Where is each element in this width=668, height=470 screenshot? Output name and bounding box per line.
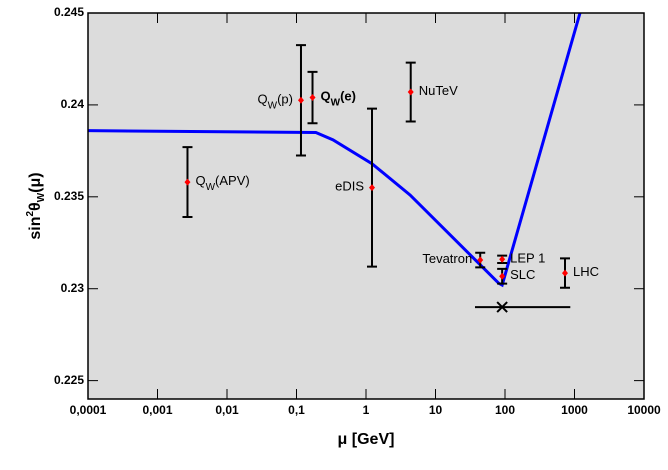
label-part: W — [331, 98, 341, 109]
data-point — [309, 94, 316, 102]
data-point — [499, 255, 506, 263]
x-axis-label: μ [GeV] — [338, 431, 395, 448]
data-point — [407, 88, 414, 96]
scale-marker — [496, 301, 508, 313]
x-tick-label: 0,01 — [215, 403, 239, 417]
y-tick-label: 0.23 — [61, 281, 85, 295]
x-tick-label: 0,001 — [142, 403, 172, 417]
point-label: QW(p) — [258, 92, 293, 112]
label-part: NuTeV — [419, 83, 458, 98]
point-label: SLC — [510, 268, 535, 283]
x-tick-label: 0,1 — [288, 403, 305, 417]
label-part: W — [268, 100, 278, 111]
y-tick-label: 0.235 — [54, 189, 84, 203]
label-part: SLC — [510, 268, 535, 283]
label-part: W — [206, 182, 216, 193]
x-tick-label: 10 — [429, 403, 443, 417]
point-label: LEP 1 — [510, 251, 545, 266]
point-label: Tevatron — [422, 251, 472, 266]
label-part: W — [36, 192, 47, 202]
y-tick-label: 0.24 — [61, 97, 85, 111]
plot-frame — [87, 12, 645, 400]
label-part: Q — [195, 174, 205, 189]
data-point — [562, 269, 569, 277]
label-part: Q — [321, 89, 331, 104]
point-label: LHC — [573, 265, 599, 280]
label-part: (μ) — [27, 172, 44, 192]
data-point — [369, 184, 376, 192]
point-label: QW(e) — [321, 89, 356, 109]
plot-background — [88, 13, 644, 399]
y-axis-label: sin2θW(μ) — [25, 172, 47, 239]
point-label: NuTeV — [419, 83, 458, 98]
label-part: [GeV] — [347, 431, 394, 448]
y-tick-label: 0.225 — [54, 373, 84, 387]
label-part: sin — [27, 217, 44, 240]
point-label: QW(APV) — [195, 174, 249, 194]
label-part: μ — [338, 431, 348, 448]
label-part: (APV) — [215, 174, 250, 189]
data-point — [477, 256, 484, 264]
data-point — [297, 96, 304, 104]
label-part: Q — [258, 92, 268, 107]
label-part: LEP 1 — [510, 251, 545, 266]
data-point — [184, 178, 191, 186]
point-label: eDIS — [335, 179, 364, 194]
x-tick-label: 1 — [363, 403, 370, 417]
y-tick-label: 0.245 — [54, 5, 84, 19]
label-part: θ — [27, 202, 44, 211]
x-tick-label: 0,0001 — [70, 403, 107, 417]
x-tick-label: 10000 — [627, 403, 661, 417]
x-tick-label: 100 — [495, 403, 515, 417]
data-point — [499, 272, 506, 280]
label-part: (e) — [340, 89, 356, 104]
label-part: (p) — [277, 92, 293, 107]
label-part: eDIS — [335, 179, 364, 194]
label-part: 2 — [25, 211, 36, 217]
label-part: Tevatron — [422, 251, 472, 266]
x-tick-label: 1000 — [561, 403, 588, 417]
label-part: LHC — [573, 265, 599, 280]
